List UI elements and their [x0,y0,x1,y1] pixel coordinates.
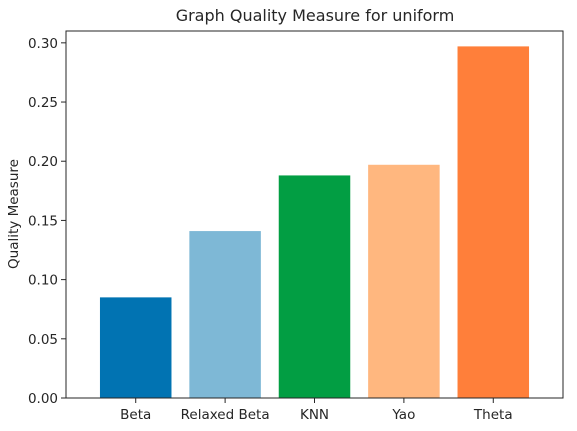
axes-group: 0.00 0.05 0.10 0.15 0.20 0.25 0.30 Beta Relaxed … [28,30,564,423]
x-tick-label: Relaxed Beta [181,407,270,423]
y-tick-label: 0.20 [28,154,58,170]
chart-title: Graph Quality Measure for uniform [176,6,455,25]
x-tick-label: Theta [473,407,513,423]
bar-yao [368,164,440,398]
x-tick-label: Beta [120,407,151,423]
bar-theta [457,46,530,399]
y-tick-label: 0.10 [28,273,58,289]
bars-group [99,46,530,399]
bar-knn [278,175,351,398]
x-tick-label: KNN [300,407,329,423]
y-axis-label: Quality Measure [6,159,22,269]
x-tick-label: Yao [391,407,415,423]
y-tick-label: 0.00 [28,391,58,407]
y-tick-label: 0.15 [28,213,58,229]
y-tick-label: 0.05 [28,332,58,348]
y-tick-label: 0.30 [28,36,58,52]
bar-relaxed-beta [189,231,261,398]
y-tick-label: 0.25 [28,95,58,111]
bar-beta [99,297,172,398]
